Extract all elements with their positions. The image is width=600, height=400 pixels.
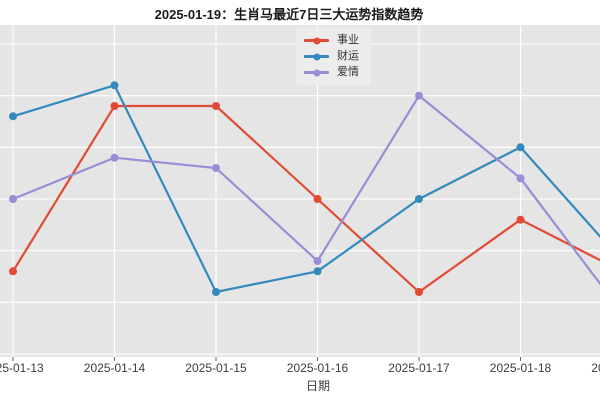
series-point-career — [516, 215, 525, 224]
series-point-career — [313, 195, 322, 203]
series-point-love — [516, 174, 525, 183]
legend-label: 财运 — [337, 50, 359, 62]
legend-dot-icon — [313, 53, 320, 60]
series-point-love — [415, 91, 423, 100]
legend-item-career: 事业 — [304, 33, 359, 48]
series-point-wealth — [212, 288, 220, 296]
legend-label: 事业 — [337, 34, 359, 46]
series-point-wealth — [415, 195, 423, 203]
series-point-wealth — [516, 143, 525, 152]
series-point-career — [415, 288, 423, 296]
legend-dot-icon — [313, 69, 320, 76]
legend-box: 事业 财运 爱情 — [296, 28, 371, 85]
legend-line-marker-icon — [304, 37, 329, 44]
series-point-wealth — [9, 112, 17, 121]
legend-label: 爱情 — [337, 66, 359, 78]
legend-item-wealth: 财运 — [304, 49, 359, 64]
series-point-love — [110, 153, 119, 162]
series-point-career — [212, 102, 220, 110]
series-point-love — [313, 257, 322, 265]
legend-item-love: 爱情 — [304, 65, 359, 80]
x-axis-label: 日期 — [305, 379, 331, 393]
series-point-career — [9, 267, 17, 276]
legend-line-marker-icon — [304, 69, 329, 76]
series-point-love — [9, 195, 17, 203]
chart-title: 2025-01-19：生肖马最近7日三大运势指数趋势 — [154, 7, 424, 22]
series-point-wealth — [110, 81, 119, 90]
series-point-love — [212, 164, 220, 172]
legend-dot-icon — [313, 37, 320, 44]
series-point-wealth — [313, 267, 322, 276]
series-point-career — [110, 102, 119, 110]
legend-line-marker-icon — [304, 53, 329, 60]
